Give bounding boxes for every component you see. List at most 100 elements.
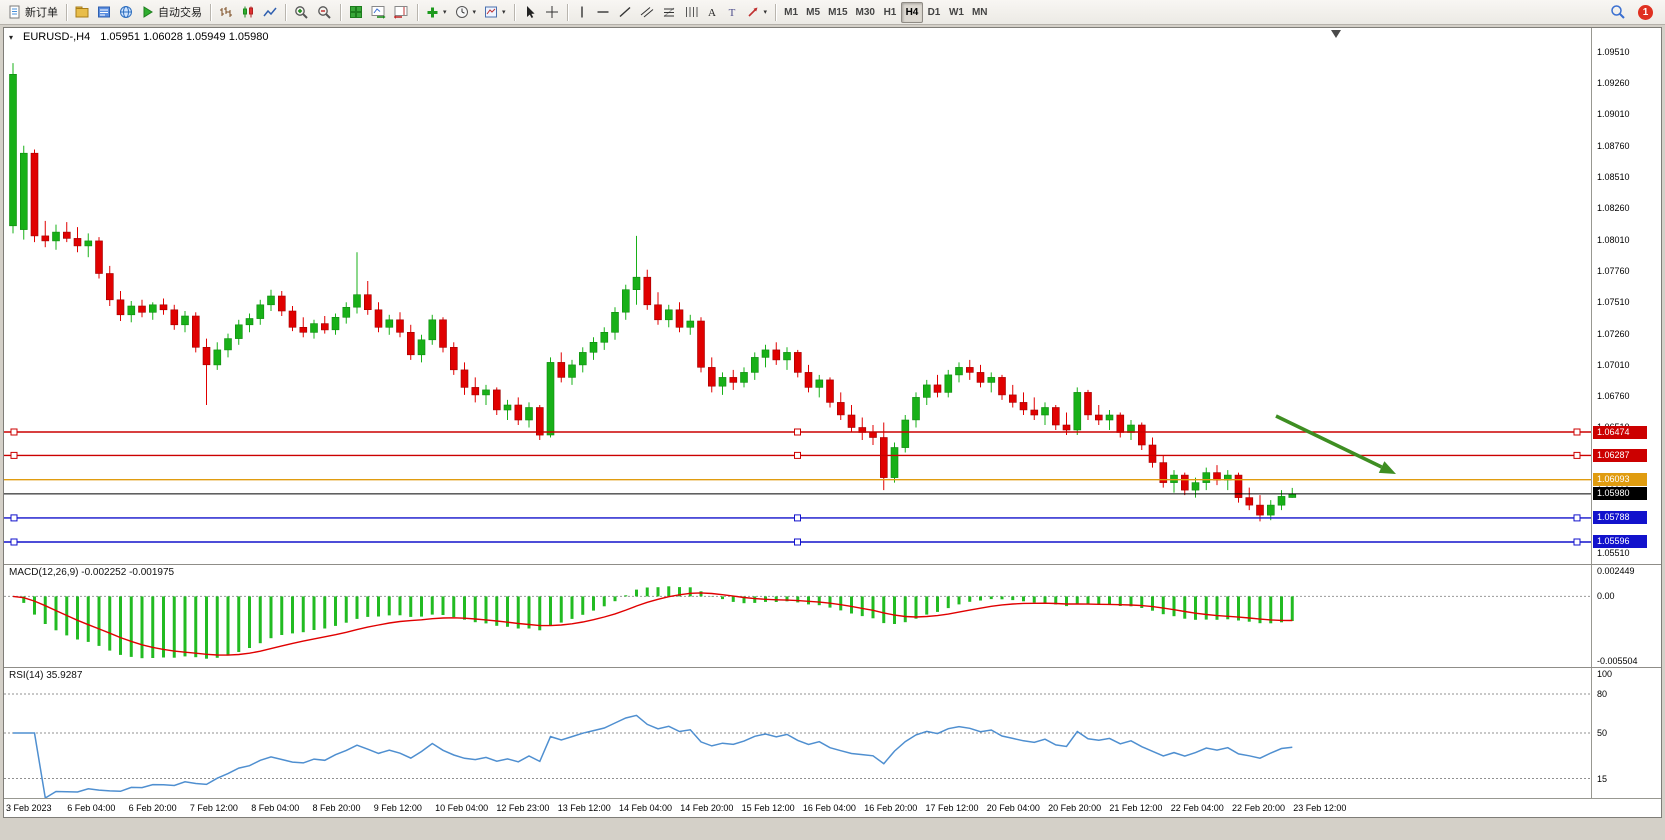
auto-trading-label: 自动交易: [158, 7, 202, 19]
zoom-out-button[interactable]: [313, 2, 336, 23]
macd-histogram: [22, 586, 1294, 659]
timeframe-m15-button[interactable]: M15: [824, 2, 851, 23]
tile-windows-button[interactable]: [345, 2, 367, 23]
trend-arrow-head[interactable]: [1378, 461, 1396, 474]
candles: [9, 63, 1297, 522]
rsi-chart[interactable]: [4, 668, 1591, 798]
template-button[interactable]: ▾: [480, 2, 510, 23]
level-handle[interactable]: [794, 514, 801, 522]
rsi-axis[interactable]: 100 80 50 15: [1591, 668, 1661, 798]
trendline-icon: [619, 6, 631, 18]
zoom-in-button[interactable]: [290, 2, 313, 23]
candle-chart-button[interactable]: [237, 2, 259, 23]
macd-axis[interactable]: 0.002449 0.00 -0.005504: [1591, 565, 1661, 667]
arrows-tool-button[interactable]: ▾: [742, 2, 772, 23]
level-handle[interactable]: [10, 514, 18, 522]
rsi-line: [13, 714, 1293, 798]
level-handle[interactable]: [1573, 451, 1581, 459]
price-axis-label: 1.05510: [1597, 547, 1630, 558]
profiles-icon: [75, 6, 89, 18]
cursor-button[interactable]: [519, 2, 541, 23]
chart-shift-icon: [394, 6, 408, 19]
candlestick-chart-icon: [243, 6, 253, 18]
profiles-button[interactable]: [71, 2, 93, 23]
auto-scroll-button[interactable]: [367, 2, 390, 23]
svg-text:T: T: [728, 7, 735, 19]
timeframe-w1-button[interactable]: W1: [945, 2, 968, 23]
toolbar-separator: [566, 3, 568, 21]
price-axis-label: 1.06760: [1597, 391, 1630, 402]
time-axis-label: 10 Feb 04:00: [435, 803, 489, 813]
timeframe-m1-button[interactable]: M1: [780, 2, 802, 23]
text-tool-icon: A: [708, 7, 716, 19]
time-axis-label: 6 Feb 04:00: [67, 803, 116, 813]
price-axis-label: 1.07010: [1597, 359, 1630, 370]
timeframe-h1-button[interactable]: H1: [879, 2, 901, 23]
time-axis-label: 16 Feb 04:00: [802, 803, 856, 813]
level-handle[interactable]: [1573, 538, 1581, 546]
chart-shift-button[interactable]: [390, 2, 413, 23]
bar-chart-button[interactable]: [215, 2, 237, 23]
time-axis-label: 16 Feb 20:00: [864, 803, 918, 813]
level-handle[interactable]: [794, 538, 801, 546]
new-order-button[interactable]: 新订单: [4, 2, 62, 23]
vertical-line-tool-button[interactable]: [572, 2, 592, 23]
price-axis[interactable]: 1.09510 1.09260 1.09010 1.08760 1.08510 1.082…: [1591, 28, 1661, 564]
timeframe-h4-button[interactable]: H4: [900, 1, 923, 23]
timeframe-m5-button[interactable]: M5: [802, 2, 824, 23]
timeframe-d1-button[interactable]: D1: [923, 2, 945, 23]
crosshair-button[interactable]: [541, 2, 563, 23]
web-button[interactable]: [115, 2, 137, 23]
timeframe-m30-button[interactable]: M30: [852, 2, 879, 23]
level-handle[interactable]: [10, 428, 18, 436]
time-axis-label: 14 Feb 04:00: [619, 803, 673, 813]
svg-text:A: A: [708, 7, 716, 19]
rsi-axis-label: 100: [1597, 669, 1613, 679]
macd-chart[interactable]: [4, 565, 1591, 667]
time-axis-label: 6 Feb 20:00: [128, 803, 177, 813]
market-watch-button[interactable]: [93, 2, 115, 23]
time-axis-label: 3 Feb 2023: [6, 803, 52, 813]
new-order-icon: [9, 5, 20, 19]
macd-axis-label: -0.005504: [1597, 656, 1638, 666]
trend-arrow[interactable]: [1275, 414, 1383, 469]
macd-axis-label: 0.002449: [1597, 566, 1635, 576]
price-axis-label: 1.07510: [1597, 297, 1630, 308]
window-menu-icon[interactable]: ▾: [9, 32, 14, 42]
macd-signal-line: [12, 592, 1293, 656]
channel-tool-button[interactable]: [636, 2, 658, 23]
timeframe-toolbar: M1 M5 M15 M30 H1 H4 D1 W1 MN: [780, 1, 992, 23]
line-chart-button[interactable]: [259, 2, 281, 23]
time-axis[interactable]: 3 Feb 2023 6 Feb 04:00 6 Feb 20:00 7 Feb 12…: [4, 798, 1661, 817]
vertical-line-icon: [580, 6, 583, 18]
market-watch-icon: [98, 6, 110, 18]
fibonacci-tool-button[interactable]: [658, 2, 680, 23]
time-axis-label: 22 Feb 04:00: [1170, 803, 1224, 813]
search-button[interactable]: [1606, 2, 1630, 23]
level-handle[interactable]: [1573, 514, 1581, 522]
auto-trading-button[interactable]: 自动交易: [137, 2, 206, 23]
main-chart[interactable]: [4, 28, 1591, 564]
toolbar-separator: [775, 3, 777, 21]
chart-shift-marker[interactable]: [1331, 30, 1341, 38]
label-tool-button[interactable]: T: [722, 2, 742, 23]
notification-badge[interactable]: 1: [1638, 4, 1653, 20]
level-handle[interactable]: [10, 538, 18, 546]
bar-chart-icon: [220, 7, 232, 17]
period-button[interactable]: ▾: [451, 2, 481, 23]
level-handle[interactable]: [794, 451, 801, 459]
new-order-label: 新订单: [25, 7, 58, 19]
time-axis-label: 8 Feb 04:00: [251, 803, 300, 813]
cycle-lines-tool-button[interactable]: [680, 2, 702, 23]
chevron-down-icon: ▾: [763, 9, 768, 16]
level-handle[interactable]: [1573, 428, 1581, 436]
level-handle[interactable]: [794, 428, 801, 436]
timeframe-mn-button[interactable]: MN: [968, 2, 992, 23]
level-handle[interactable]: [10, 451, 18, 459]
trendline-tool-button[interactable]: [614, 2, 636, 23]
time-axis-label: 12 Feb 23:00: [496, 803, 550, 813]
add-indicator-button[interactable]: ▾: [422, 2, 451, 23]
time-axis-label: 15 Feb 12:00: [741, 803, 795, 813]
text-tool-button[interactable]: A: [702, 2, 722, 23]
horizontal-line-tool-button[interactable]: [592, 2, 614, 23]
